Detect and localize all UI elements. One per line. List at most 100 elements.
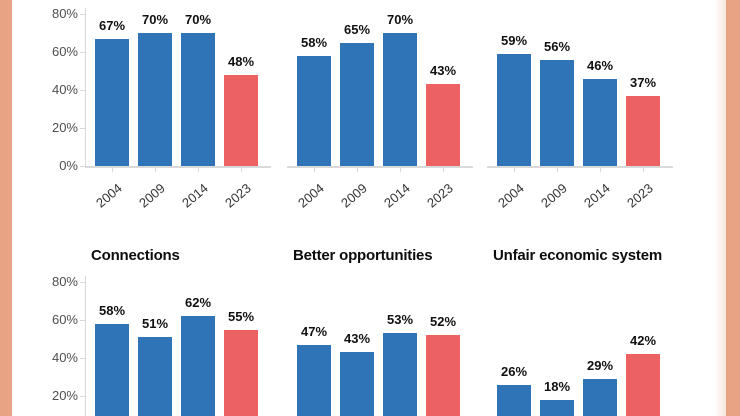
x-tick-mark	[112, 168, 113, 172]
x-tick-label: 2023	[222, 180, 254, 211]
y-tick-label: 40%	[51, 82, 78, 97]
y-tick-label: 20%	[51, 388, 78, 403]
x-tick-mark	[357, 168, 358, 172]
x-tick-label: 2014	[179, 180, 211, 211]
bar-value-label: 58%	[98, 302, 126, 318]
y-axis-line	[85, 276, 86, 416]
bar-value-label: 42%	[629, 333, 657, 349]
bar	[224, 74, 258, 166]
x-tick-mark	[643, 168, 644, 172]
y-tick-mark	[80, 282, 85, 283]
x-tick-label: 2004	[495, 180, 527, 211]
y-tick-label: 80%	[51, 6, 78, 21]
right-border-fade	[714, 0, 726, 416]
bar-value-label: 47%	[300, 323, 328, 339]
y-tick-label: 80%	[51, 274, 78, 289]
bar-value-label: 43%	[429, 63, 457, 79]
x-tick-label: 2009	[136, 180, 168, 211]
y-tick-label: 20%	[51, 120, 78, 135]
bar-value-label: 26%	[500, 363, 528, 379]
bar	[181, 316, 215, 416]
x-tick-label: 2009	[538, 180, 570, 211]
bar	[497, 384, 531, 416]
bar	[583, 78, 617, 166]
bar	[340, 42, 374, 166]
y-tick-mark	[80, 358, 85, 359]
x-axis-line	[487, 166, 673, 168]
chart-title: Better opportunities	[293, 247, 433, 264]
y-tick-label: 40%	[51, 350, 78, 365]
bar-value-label: 18%	[543, 378, 571, 394]
y-tick-mark	[80, 166, 85, 167]
y-tick-label: 60%	[51, 312, 78, 327]
bar-value-label: 29%	[586, 357, 614, 373]
bar	[138, 337, 172, 416]
bar	[583, 378, 617, 416]
x-tick-mark	[198, 168, 199, 172]
x-tick-mark	[314, 168, 315, 172]
x-tick-label: 2004	[295, 180, 327, 211]
x-axis-line	[287, 166, 473, 168]
bar-value-label: 70%	[184, 12, 212, 27]
x-tick-mark	[241, 168, 242, 172]
bar	[426, 335, 460, 416]
bar-value-label: 43%	[343, 331, 371, 347]
bar-value-label: 65%	[343, 21, 371, 37]
bar	[340, 352, 374, 416]
bar	[138, 33, 172, 166]
bar-value-label: 53%	[386, 312, 414, 328]
bar-value-label: 67%	[98, 17, 126, 33]
chart-title: Unfair economic system	[493, 247, 662, 264]
bar-value-label: 70%	[141, 12, 169, 27]
bar	[426, 84, 460, 166]
y-tick-mark	[80, 90, 85, 91]
x-tick-mark	[400, 168, 401, 172]
bar	[383, 33, 417, 166]
bar	[626, 95, 660, 166]
y-tick-label: 60%	[51, 44, 78, 59]
bar-value-label: 46%	[586, 57, 614, 73]
x-tick-mark	[443, 168, 444, 172]
bar	[181, 33, 215, 166]
y-tick-mark	[80, 52, 85, 53]
bar	[297, 55, 331, 166]
x-tick-mark	[514, 168, 515, 172]
bar-value-label: 58%	[300, 34, 328, 50]
y-tick-mark	[80, 396, 85, 397]
x-tick-label: 2023	[624, 180, 656, 211]
x-tick-label: 2023	[424, 180, 456, 211]
y-tick-mark	[80, 14, 85, 15]
bar	[224, 329, 258, 416]
right-border-stripe	[726, 0, 740, 416]
bar	[540, 399, 574, 416]
bar-value-label: 52%	[429, 314, 457, 330]
bar-value-label: 37%	[629, 74, 657, 90]
bar	[297, 344, 331, 416]
bar-value-label: 48%	[227, 53, 255, 69]
y-tick-mark	[80, 320, 85, 321]
bar-value-label: 56%	[543, 38, 571, 54]
left-border-stripe	[0, 0, 12, 416]
x-tick-label: 2009	[338, 180, 370, 211]
x-axis-line	[85, 166, 271, 168]
chart-title: Connections	[91, 247, 180, 264]
bar	[626, 354, 660, 416]
bar	[95, 38, 129, 166]
x-tick-mark	[600, 168, 601, 172]
x-tick-mark	[155, 168, 156, 172]
bar-value-label: 70%	[386, 12, 414, 27]
bar-value-label: 51%	[141, 316, 169, 332]
bar	[95, 323, 129, 416]
bar	[540, 59, 574, 166]
bar	[497, 53, 531, 166]
bar-value-label: 59%	[500, 32, 528, 48]
bar-value-label: 55%	[227, 308, 255, 324]
x-tick-label: 2014	[381, 180, 413, 211]
x-tick-label: 2004	[93, 180, 125, 211]
bar	[383, 333, 417, 416]
x-tick-label: 2014	[581, 180, 613, 211]
y-axis-line	[85, 8, 86, 166]
x-tick-mark	[557, 168, 558, 172]
y-tick-mark	[80, 128, 85, 129]
